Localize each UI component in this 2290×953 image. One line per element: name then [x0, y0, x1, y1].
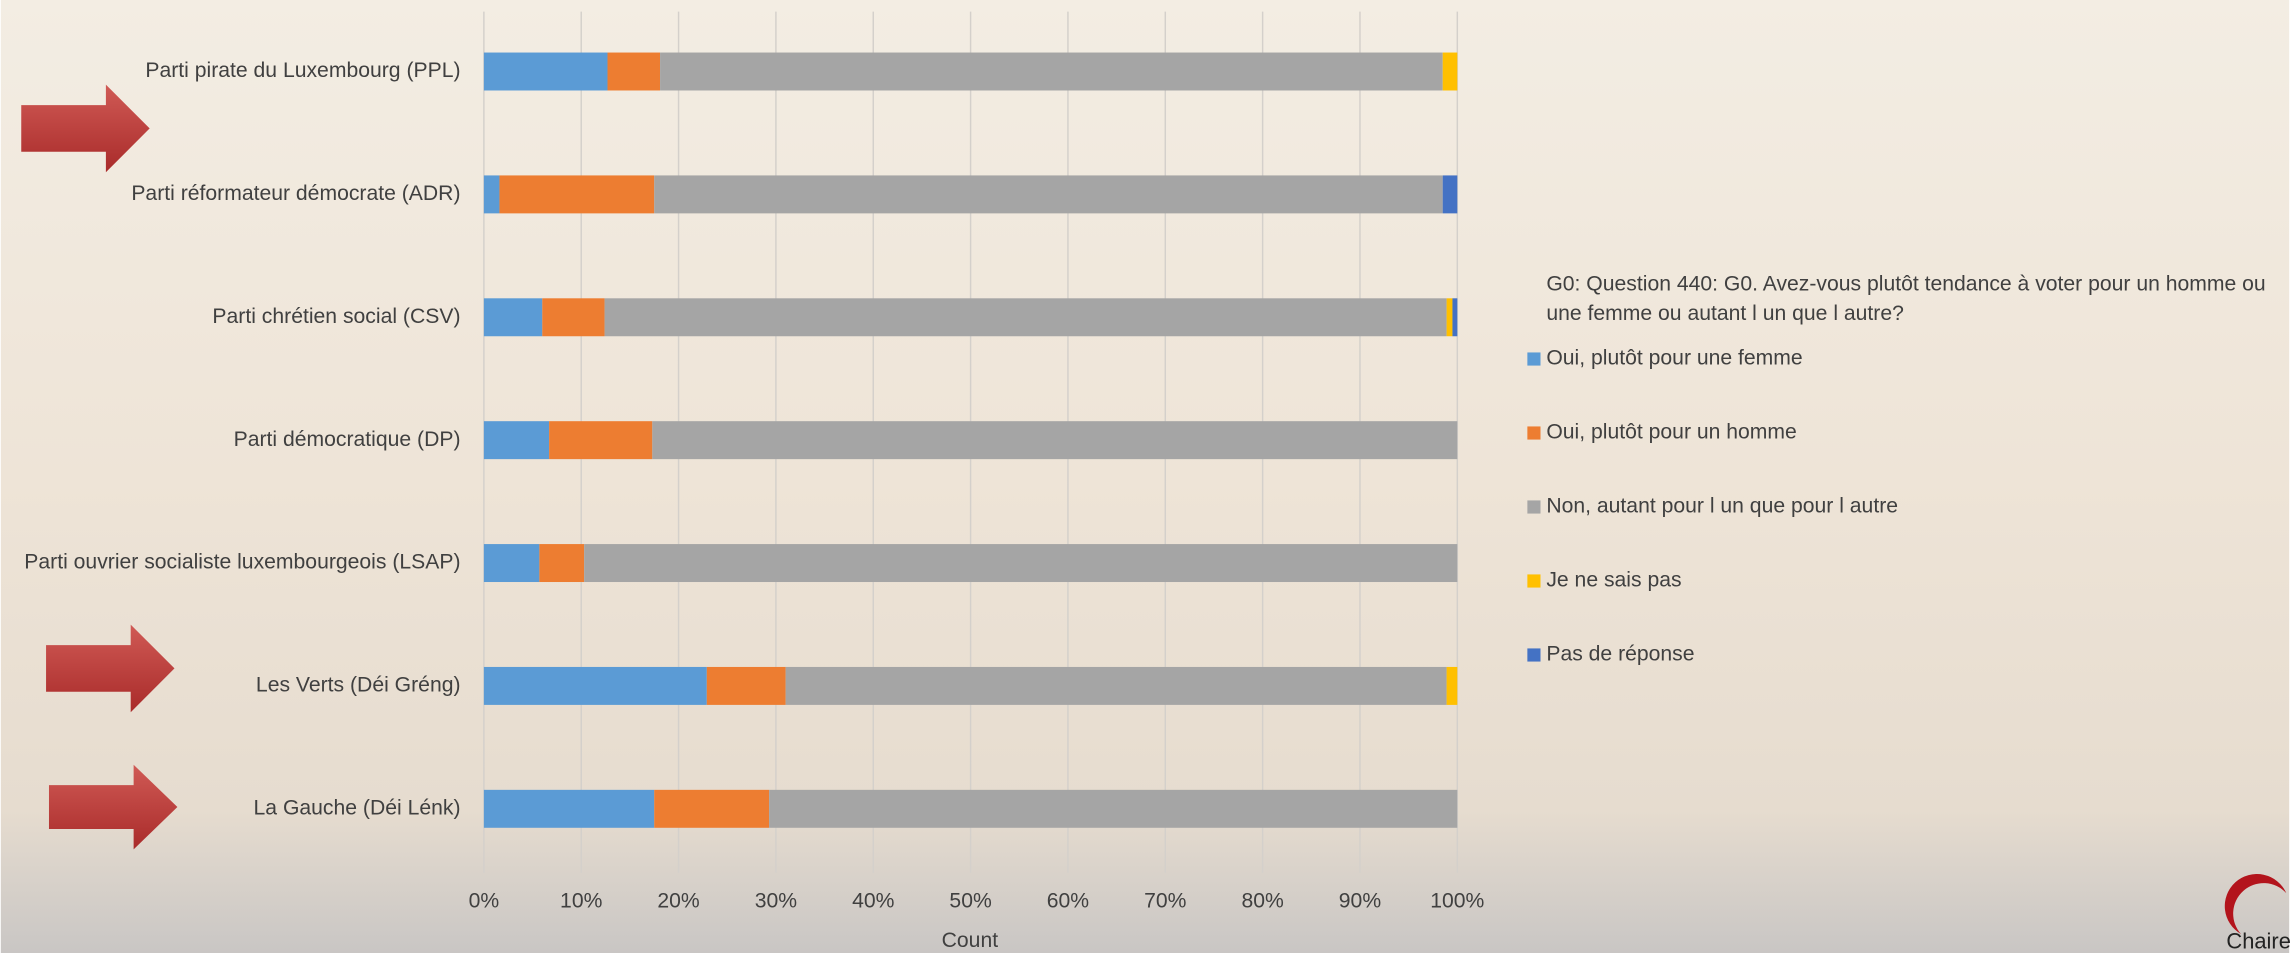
- bar-segment: [483, 544, 540, 583]
- x-tick-label: 100%: [1430, 890, 1484, 913]
- legend-title-line: une femme ou autant l un que l autre?: [1546, 301, 1904, 324]
- plot: 0% 10% 20% 30% 40% 50% 60% 70% 80% 90% 100% Parti p…: [24, 11, 1485, 913]
- y-tick-label: Parti démocratique (DP): [234, 428, 461, 451]
- x-tick-label: 70%: [1144, 890, 1187, 913]
- bar-segment: [654, 789, 770, 828]
- x-tick-label: 20%: [657, 890, 700, 913]
- bar-segment: [539, 544, 585, 583]
- bar-segment: [483, 175, 500, 214]
- bar-segment: [654, 175, 1443, 214]
- bar-segment: [1446, 298, 1453, 337]
- bar-segment: [1452, 298, 1458, 337]
- bar-segment: [769, 789, 1458, 828]
- x-tick-label: 90%: [1339, 890, 1382, 913]
- y-tick-label: Parti chrétien social (CSV): [212, 305, 460, 328]
- x-tick-label: 10%: [560, 890, 603, 913]
- x-tick-label: 60%: [1047, 890, 1090, 913]
- bar-segment: [1442, 175, 1458, 214]
- bar-segment: [483, 789, 655, 828]
- legend-swatch: [1527, 574, 1541, 588]
- y-tick-label: La Gauche (Déi Lénk): [254, 796, 461, 819]
- y-tick-label: Parti réformateur démocrate (ADR): [131, 182, 460, 205]
- bar-segment: [1446, 666, 1458, 705]
- bar-segment: [785, 666, 1447, 705]
- legend-title-line: G0: Question 440: G0. Avez-vous plutôt t…: [1546, 272, 2265, 295]
- legend-label: Je ne sais pas: [1546, 569, 1681, 592]
- legend-swatch: [1527, 426, 1541, 440]
- legend-label: Non, autant pour l un que pour l autre: [1546, 495, 1898, 518]
- bar-segment: [549, 421, 653, 460]
- bar-segment: [542, 298, 605, 337]
- x-axis-label: Count: [942, 929, 999, 952]
- legend-swatch: [1527, 500, 1541, 514]
- arrow: [21, 84, 150, 173]
- arrow: [46, 624, 175, 713]
- bar-segment: [483, 666, 707, 705]
- legend-label: Oui, plutôt pour une femme: [1546, 347, 1802, 370]
- legend-swatch: [1527, 352, 1541, 366]
- bar-segment: [1442, 52, 1458, 91]
- x-tick-label: 40%: [852, 890, 895, 913]
- legend-label: Oui, plutôt pour un homme: [1546, 421, 1797, 444]
- bar-segment: [483, 421, 550, 460]
- y-tick-label: Les Verts (Déi Gréng): [256, 674, 461, 697]
- bar-segment: [660, 52, 1443, 91]
- legend-title: G0: Question 440: G0. Avez-vous plutôt t…: [1546, 272, 2265, 324]
- y-tick-label: Parti pirate du Luxembourg (PPL): [145, 59, 460, 82]
- bar-segment: [607, 52, 661, 91]
- logo-text: Chaire de r: [2226, 929, 2290, 953]
- legend-label: Pas de réponse: [1546, 643, 1694, 666]
- x-tick-label: 30%: [755, 890, 798, 913]
- bar-segment: [604, 298, 1447, 337]
- bar-segment: [499, 175, 655, 214]
- bar-segment: [706, 666, 786, 705]
- bar-segment: [652, 421, 1458, 460]
- arrow: [48, 764, 178, 850]
- bar-segment: [584, 544, 1458, 583]
- x-tick-label: 80%: [1241, 890, 1284, 913]
- bar-segment: [483, 298, 543, 337]
- bar-segment: [483, 52, 608, 91]
- y-tick-label: Parti ouvrier socialiste luxembourgeois …: [24, 551, 460, 574]
- x-tick-label: 0%: [469, 890, 500, 913]
- logo-mark: [2224, 874, 2287, 935]
- legend-swatch: [1527, 648, 1541, 662]
- x-tick-label: 50%: [949, 890, 992, 913]
